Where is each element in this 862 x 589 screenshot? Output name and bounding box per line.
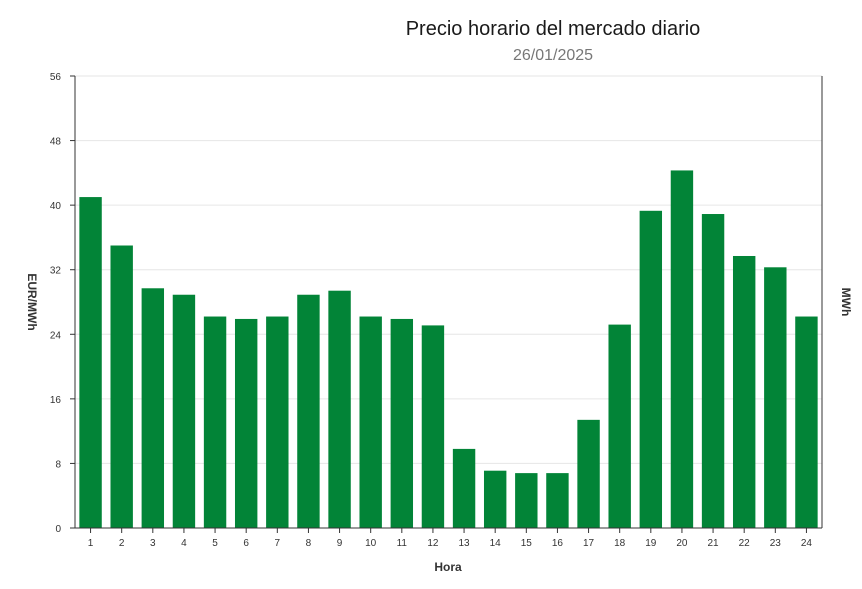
y-axis-ticks: 0 8 16 24 32 40 48 56 [50, 72, 75, 535]
x-tick-label: 11 [397, 538, 408, 549]
bar-hour-15[interactable] [515, 473, 538, 528]
bar-hour-6[interactable] [234, 318, 258, 528]
bar-hour-10[interactable] [359, 316, 382, 528]
y-tick-label: 48 [50, 137, 62, 148]
y-tick-label: 24 [50, 330, 62, 341]
x-tick-label: 22 [739, 538, 751, 549]
x-tick-label: 12 [427, 538, 439, 549]
x-tick-label: 6 [243, 538, 249, 549]
bar-series [79, 170, 818, 529]
x-tick-label: 8 [306, 538, 312, 549]
x-tick-label: 2 [119, 538, 125, 549]
y-tick-label: 40 [50, 201, 62, 212]
bar-hour-4[interactable] [172, 294, 196, 528]
x-tick-label: 1 [88, 538, 94, 549]
bar-hour-8[interactable] [297, 294, 320, 528]
x-tick-label: 17 [583, 538, 595, 549]
bar-hour-17[interactable] [577, 419, 600, 528]
x-tick-label: 15 [521, 538, 533, 549]
bar-hour-1[interactable] [79, 197, 102, 529]
grid-lines [75, 75, 822, 464]
x-tick-label: 14 [490, 538, 502, 549]
y-tick-label: 0 [55, 524, 61, 535]
bar-hour-23[interactable] [764, 267, 787, 528]
x-axis-label: Hora [434, 560, 462, 574]
bar-hour-13[interactable] [452, 448, 476, 528]
x-tick-label: 3 [150, 538, 156, 549]
x-tick-label: 20 [676, 538, 688, 549]
chart-subtitle: 26/01/2025 [513, 47, 593, 64]
bar-hour-9[interactable] [328, 290, 351, 528]
bar-hour-24[interactable] [795, 316, 818, 528]
bar-hour-20[interactable] [670, 170, 694, 528]
bar-hour-19[interactable] [639, 210, 663, 529]
x-tick-label: 16 [552, 538, 564, 549]
y-tick-label: 56 [50, 72, 62, 83]
y-tick-label: 32 [50, 266, 62, 277]
bar-hour-21[interactable] [701, 214, 725, 528]
bar-hour-22[interactable] [732, 255, 756, 528]
x-tick-label: 4 [181, 538, 187, 549]
axes [74, 76, 823, 529]
x-tick-label: 18 [614, 538, 626, 549]
y-tick-label: 16 [50, 395, 62, 406]
bar-hour-16[interactable] [546, 473, 569, 528]
y2-axis-label: MWh [839, 288, 853, 317]
bar-hour-12[interactable] [421, 325, 445, 528]
x-tick-label: 13 [459, 538, 471, 549]
x-axis-ticks: 1 2 3 4 5 6 7 8 9 10 11 12 13 14 15 16 17 18 19 20 21 22 23 24 [88, 528, 813, 549]
y-axis-label: EUR/MWh [25, 273, 39, 330]
bar-hour-2[interactable] [110, 245, 133, 529]
x-tick-label: 23 [770, 538, 782, 549]
x-tick-label: 10 [365, 538, 377, 549]
x-tick-label: 21 [708, 538, 720, 549]
x-tick-label: 19 [645, 538, 657, 549]
bar-hour-11[interactable] [390, 318, 414, 528]
x-tick-label: 7 [275, 538, 281, 549]
x-tick-label: 5 [212, 538, 218, 549]
y-tick-label: 8 [55, 459, 61, 470]
bar-hour-3[interactable] [141, 288, 165, 528]
bar-hour-7[interactable] [266, 316, 289, 528]
bar-hour-5[interactable] [203, 316, 227, 528]
bar-hour-14[interactable] [483, 470, 507, 528]
chart-title: Precio horario del mercado diario [406, 18, 701, 40]
x-tick-label: 24 [801, 538, 813, 549]
bar-hour-18[interactable] [608, 324, 631, 528]
x-tick-label: 9 [337, 538, 343, 549]
